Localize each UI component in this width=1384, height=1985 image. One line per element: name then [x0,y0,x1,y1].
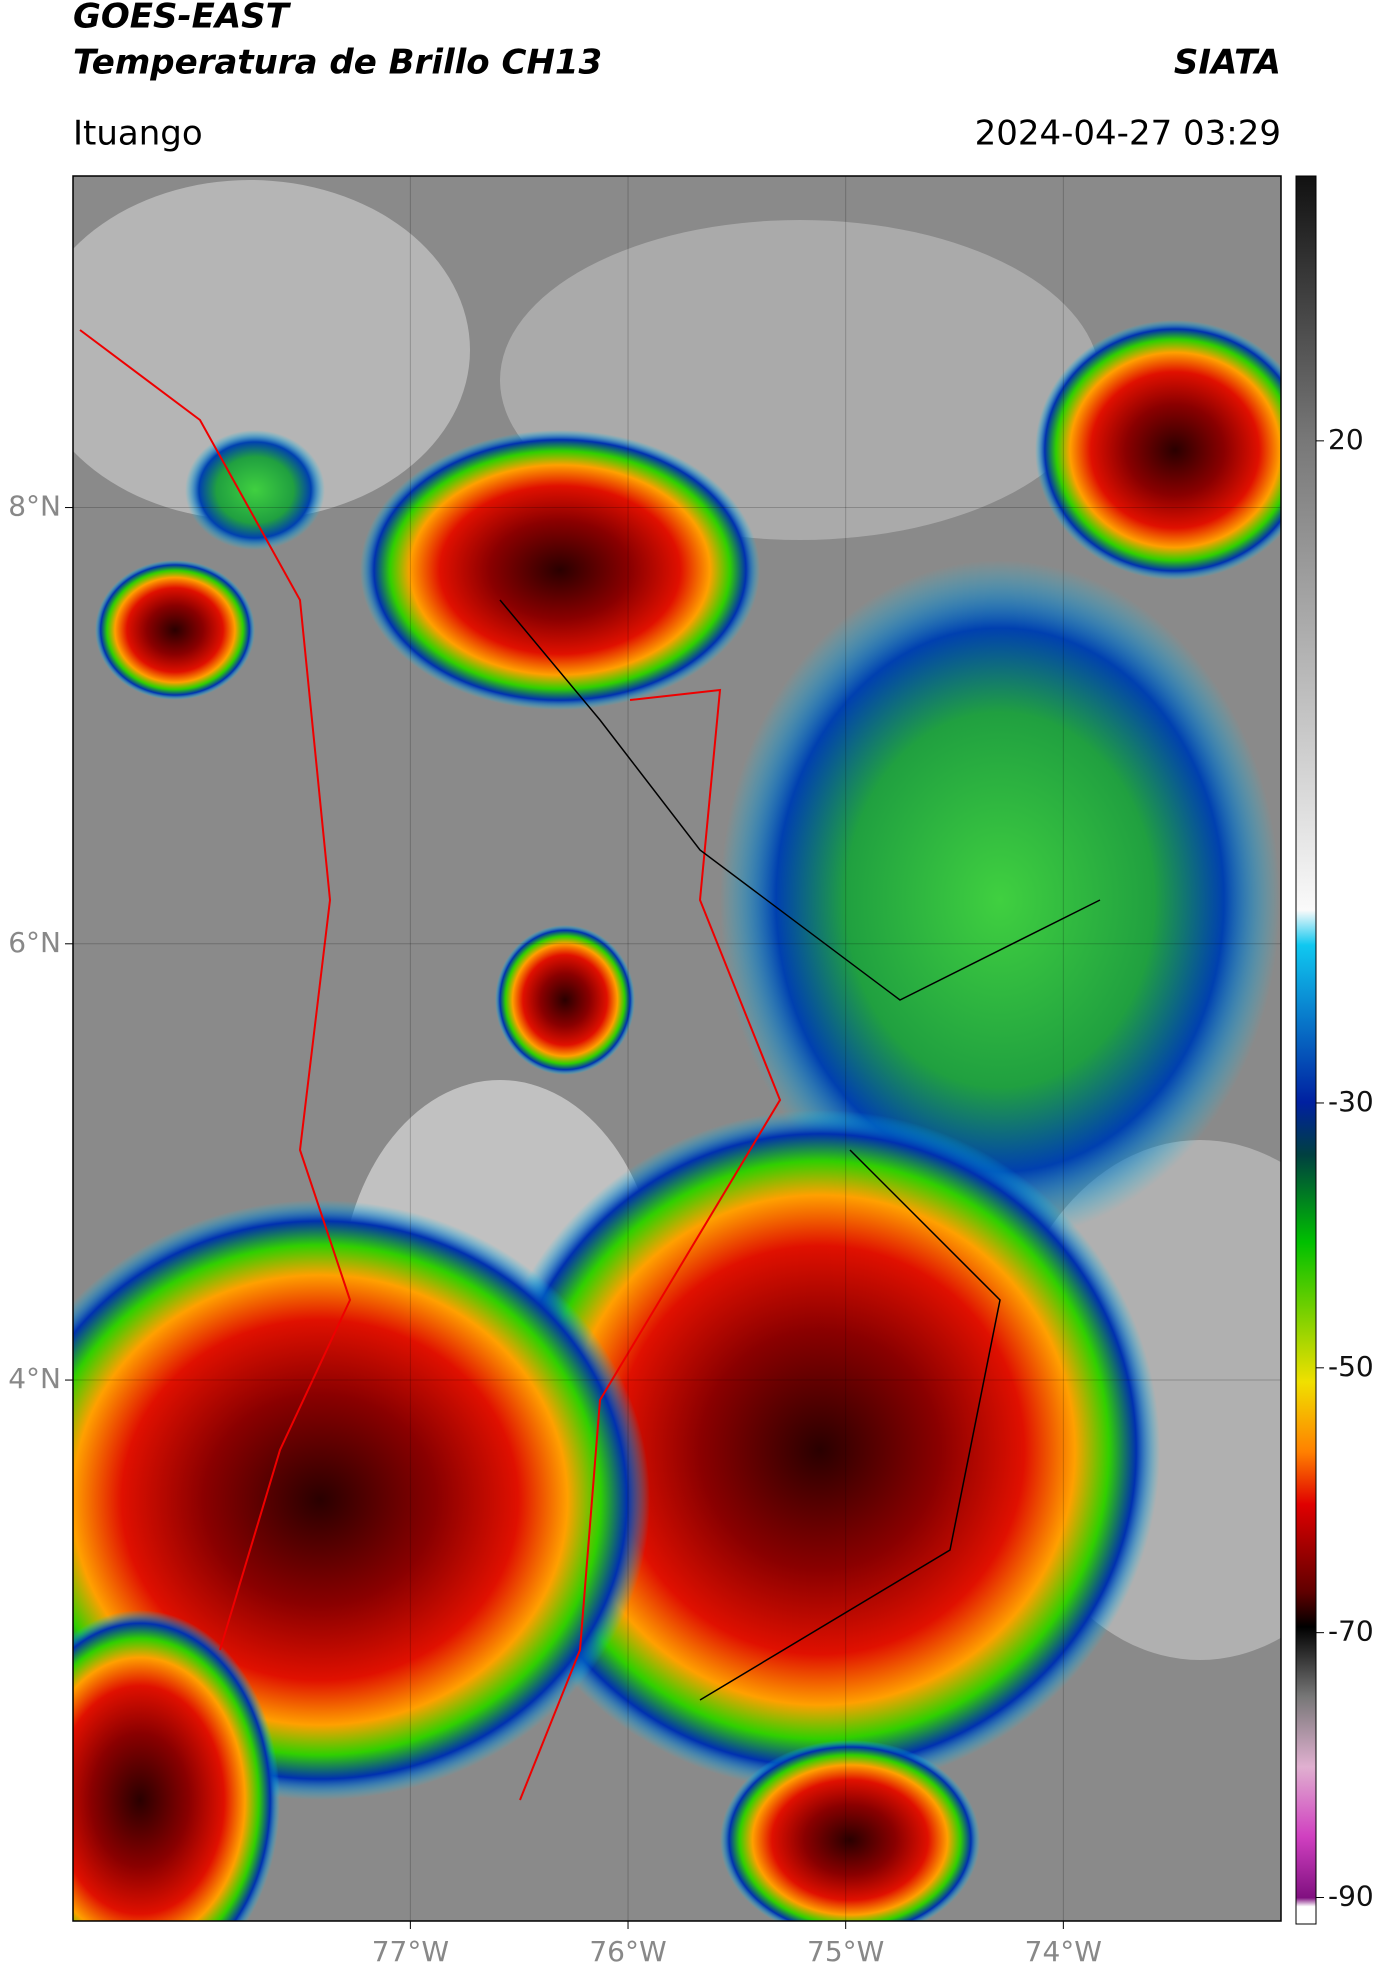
map-frame [72,175,1282,1922]
colorbar-label: -50 [1328,1350,1374,1383]
datetime: 2024-04-27 03:29 [975,114,1281,154]
y-tick-label: 4°N [8,1362,61,1395]
x-tick-label: 76°W [589,1935,666,1968]
satellite-image [73,176,1281,1921]
x-tick-label: 74°W [1025,1935,1102,1968]
x-tick-label: 77°W [372,1935,449,1968]
y-tick-label: 6°N [8,926,61,959]
source: GOES-EAST [73,0,292,37]
location: Ituango [73,114,203,154]
colorbar [1295,175,1317,1925]
product: Temperatura de Brillo CH13 [73,43,602,83]
x-tick-label: 75°W [807,1935,884,1968]
org: SIATA [1174,43,1281,83]
y-tick-label: 8°N [8,490,61,523]
colorbar-label: -70 [1328,1615,1374,1648]
colorbar-label: -30 [1328,1085,1374,1118]
colorbar-label: 20 [1328,423,1364,456]
colorbar-label: -90 [1328,1880,1374,1913]
